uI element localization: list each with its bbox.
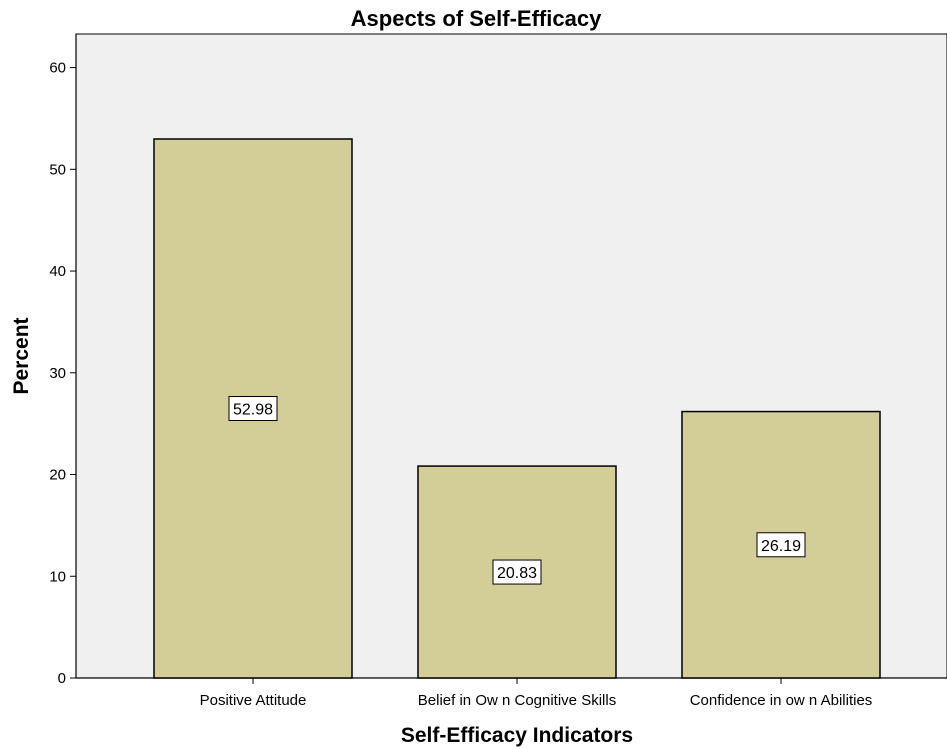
data-label: 52.98 xyxy=(233,401,273,418)
y-tick-label: 60 xyxy=(49,60,66,77)
data-labels: 52.98 20.83 26.19 xyxy=(228,395,806,585)
y-tick-label: 20 xyxy=(49,467,66,484)
x-tick-label: Belief in Ow n Cognitive Skills xyxy=(418,692,616,709)
y-tick-label: 10 xyxy=(49,568,66,585)
x-axis: Positive Attitude Belief in Ow n Cognitiv… xyxy=(76,677,947,709)
y-tick-label: 30 xyxy=(49,365,66,382)
data-label-box xyxy=(756,532,806,558)
data-label: 26.19 xyxy=(761,538,801,555)
y-axis: 0 10 20 30 40 50 60 xyxy=(49,34,77,687)
x-tick-label: Positive Attitude xyxy=(200,692,307,709)
data-label-box xyxy=(492,559,542,585)
data-label-box xyxy=(228,395,278,421)
x-axis-title: Self-Efficacy Indicators xyxy=(401,724,633,747)
y-tick-label: 40 xyxy=(49,263,66,280)
x-tick-label: Confidence in ow n Abilities xyxy=(690,692,873,709)
y-tick-label: 0 xyxy=(58,670,66,687)
y-axis-title: Percent xyxy=(10,317,33,394)
y-tick-label: 50 xyxy=(49,161,66,178)
data-label: 20.83 xyxy=(497,565,537,582)
chart-title: Aspects of Self-Efficacy xyxy=(351,6,602,31)
